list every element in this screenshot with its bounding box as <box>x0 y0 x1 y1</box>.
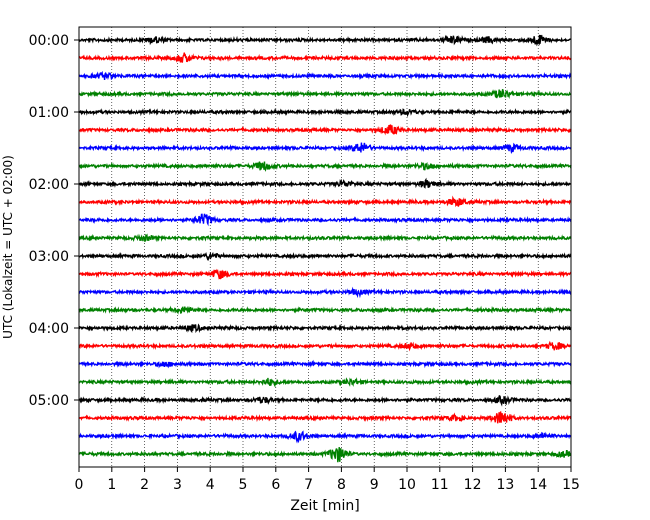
trace-line <box>78 177 572 189</box>
plot-frame <box>78 26 572 468</box>
y-tick-label: 03:00 <box>29 249 69 265</box>
trace-line <box>78 394 572 407</box>
trace-line <box>78 213 572 227</box>
y-axis-ticks: 00:00 01:00 02:00 03:00 04:00 05:00 <box>29 33 79 409</box>
trace-line <box>78 323 572 334</box>
trace-line <box>78 124 572 136</box>
x-tick-label: 15 <box>562 477 580 493</box>
x-tick-label: 8 <box>337 477 346 493</box>
x-axis-ticks: 0 1 2 3 4 5 6 7 8 9 10 11 12 13 14 15 <box>75 467 580 493</box>
x-tick-label: 0 <box>75 477 84 493</box>
trace-line <box>78 340 572 352</box>
x-tick-label: 14 <box>529 477 547 493</box>
x-tick-label: 2 <box>140 477 149 493</box>
x-tick-label: 5 <box>239 477 248 493</box>
x-tick-label: 12 <box>464 477 482 493</box>
traces <box>78 34 572 463</box>
y-tick-label: 01:00 <box>29 105 69 121</box>
x-tick-label: 1 <box>107 477 116 493</box>
trace-line <box>78 195 572 208</box>
x-tick-label: 7 <box>304 477 313 493</box>
x-tick-label: 10 <box>398 477 416 493</box>
trace-line <box>78 88 572 100</box>
trace-line <box>78 447 572 463</box>
y-axis-label: UTC (Lokalzeit = UTC + 02:00) <box>1 155 15 339</box>
trace-line <box>78 34 572 47</box>
trace-line <box>78 108 572 118</box>
trace-line <box>78 233 572 243</box>
trace-line <box>78 430 572 444</box>
trace-line <box>78 70 572 81</box>
x-tick-label: 13 <box>496 477 514 493</box>
trace-line <box>78 161 572 172</box>
y-tick-label: 04:00 <box>29 321 69 337</box>
trace-line <box>78 377 572 388</box>
trace-line <box>78 251 572 262</box>
x-tick-label: 4 <box>206 477 215 493</box>
x-tick-label: 11 <box>431 477 449 493</box>
trace-line <box>78 305 572 315</box>
x-axis-label: Zeit [min] <box>290 498 359 514</box>
trace-line <box>78 359 572 369</box>
x-tick-label: 3 <box>173 477 182 493</box>
trace-line <box>78 411 572 424</box>
x-tick-label: 9 <box>370 477 379 493</box>
trace-line <box>78 142 572 154</box>
trace-line <box>78 268 572 280</box>
x-tick-label: 6 <box>271 477 280 493</box>
y-tick-label: 00:00 <box>29 33 69 49</box>
y-tick-label: 05:00 <box>29 393 69 409</box>
y-tick-label: 02:00 <box>29 177 69 193</box>
trace-line <box>78 52 572 63</box>
x-grid <box>111 27 539 467</box>
trace-line <box>78 286 572 299</box>
